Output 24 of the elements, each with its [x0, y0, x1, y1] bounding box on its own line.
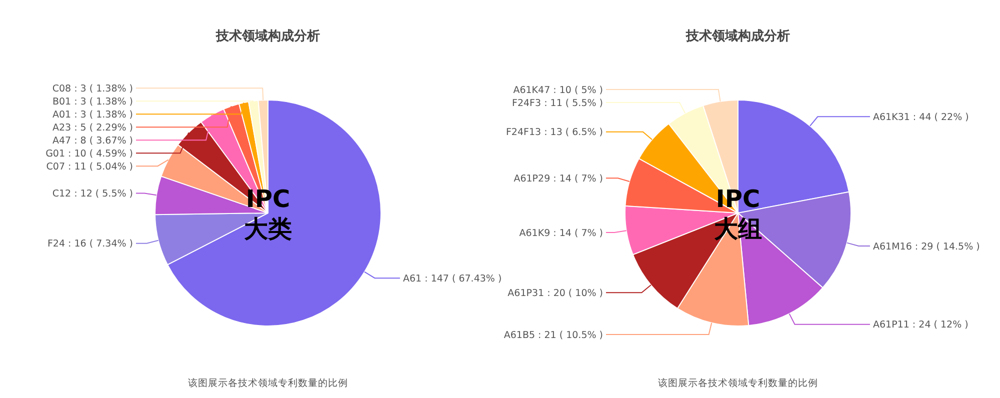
slice-label: A61P29 : 14 ( 7% ) [514, 173, 603, 184]
slice-label: A61P11 : 24 ( 12% ) [873, 320, 968, 331]
slice-label: G01 : 10 ( 4.59% ) [46, 148, 133, 160]
slice-label: A61 : 147 ( 67.43% ) [403, 273, 502, 284]
slice-label: A61P31 : 20 ( 10% ) [508, 288, 603, 300]
slice-label: A61K31 : 44 ( 22% ) [873, 112, 969, 124]
text: 该图展示各技术领域专利数量的比例 [658, 377, 818, 389]
chart-title: 技术领域构成分析 [215, 29, 320, 44]
slice-label: A61M16 : 29 ( 14.5% ) [873, 241, 980, 252]
slice-label: A01 : 3 ( 1.38% ) [52, 109, 133, 120]
slice-label: F24F3 : 11 ( 5.5% ) [512, 98, 603, 109]
slice-label: A47 : 8 ( 3.67% ) [52, 135, 133, 146]
slice-label: A61K9 : 14 ( 7% ) [519, 228, 603, 239]
slice-label: B01 : 3 ( 1.38% ) [52, 96, 133, 108]
text: 该图展示各技术领域专利数量的比例 [188, 377, 348, 389]
slice-label: C12 : 12 ( 5.5% ) [52, 188, 133, 200]
slice-label: F24F13 : 13 ( 6.5% ) [506, 127, 603, 138]
slice-label: C08 : 3 ( 1.38% ) [52, 83, 133, 94]
slice-label: F24 : 16 ( 7.34% ) [47, 238, 133, 250]
chart-title: 技术领域构成分析 [685, 29, 790, 44]
slice-label: A61B5 : 21 ( 10.5% ) [504, 330, 603, 341]
slice-label: A61K47 : 10 ( 5% ) [513, 84, 603, 96]
slice-label: C07 : 11 ( 5.04% ) [46, 161, 133, 172]
slice-label: A23 : 5 ( 2.29% ) [52, 122, 133, 134]
